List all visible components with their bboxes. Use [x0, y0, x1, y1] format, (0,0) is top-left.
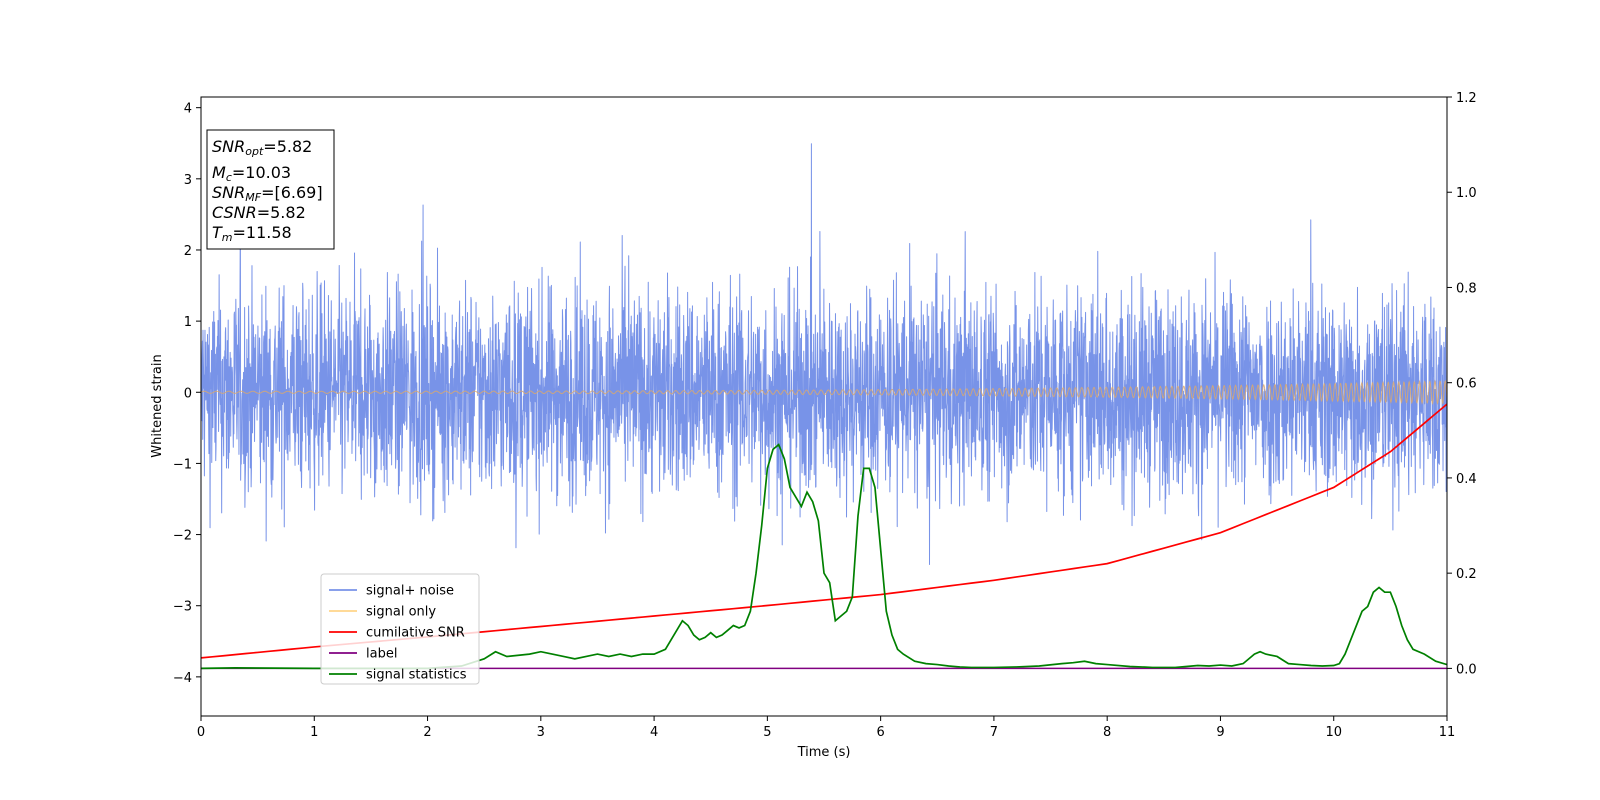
info-box: SNRopt=5.82 Mc=10.03 SNRMF=[6.69] CSNR=5… [206, 129, 335, 250]
x-tick-label: 1 [310, 725, 318, 740]
x-tick-label: 4 [650, 725, 658, 740]
y-right-tick-label: 0.8 [1456, 281, 1477, 296]
y-axis-right: 1.2 1.0 0.8 0.6 0.4 0.2 0.0 [1447, 91, 1477, 677]
y-right-tick-label: 0.6 [1456, 377, 1477, 392]
y-right-tick-label: 0.4 [1456, 472, 1477, 487]
y-right-tick-label: 1.0 [1456, 186, 1477, 201]
y-right-tick-label: 0.0 [1456, 662, 1477, 677]
info-snr-mf: SNRMF=[6.69] [212, 183, 323, 204]
y-left-tick-label: 0 [184, 386, 192, 401]
y-left-tick-label: 2 [184, 244, 192, 259]
x-tick-label: 0 [197, 725, 205, 740]
y-left-tick-label: −1 [173, 457, 192, 472]
y-left-tick-label: −2 [173, 529, 192, 544]
info-box-frame [206, 129, 335, 250]
legend-label: signal statistics [366, 668, 467, 683]
x-axis: 0 1 2 3 4 5 6 7 8 9 10 11 [197, 716, 1455, 740]
y-left-tick-label: 1 [184, 315, 192, 330]
x-tick-label: 7 [990, 725, 998, 740]
y-right-tick-label: 0.2 [1456, 567, 1477, 582]
y-left-tick-label: 4 [184, 102, 192, 117]
y-axis-left: 4 3 2 1 0 −1 −2 −3 −4 [173, 102, 201, 686]
y-left-tick-label: −3 [173, 600, 192, 615]
signal-only-series [201, 379, 1447, 405]
legend: signal+ noise signal only cumilative SNR la… [320, 573, 480, 685]
plot-frame [200, 96, 1448, 717]
legend-label: signal only [366, 605, 436, 620]
y-left-tick-label: −4 [173, 671, 192, 686]
y-left-tick-label: 3 [184, 173, 192, 188]
info-mc: Mc=10.03 [212, 163, 291, 184]
signal-statistics-series [201, 443, 1447, 670]
x-tick-label: 2 [423, 725, 431, 740]
x-tick-label: 6 [876, 725, 884, 740]
x-axis-label: Time (s) [797, 745, 851, 760]
legend-label: label [366, 647, 397, 662]
info-snr-opt: SNRopt=5.82 [212, 137, 312, 158]
x-tick-label: 3 [537, 725, 545, 740]
y-right-tick-label: 1.2 [1456, 91, 1477, 106]
legend-frame [320, 573, 480, 685]
signal-plus-noise-series [201, 143, 1447, 566]
x-tick-label: 8 [1103, 725, 1111, 740]
x-tick-label: 11 [1439, 725, 1456, 740]
y-axis-label: Whitened strain [150, 354, 165, 457]
x-tick-label: 5 [763, 725, 771, 740]
info-csnr: CSNR=5.82 [212, 203, 306, 222]
x-tick-label: 9 [1216, 725, 1224, 740]
legend-label: cumilative SNR [366, 626, 465, 641]
x-tick-label: 10 [1325, 725, 1342, 740]
legend-label: signal+ noise [366, 584, 454, 599]
info-tm: Tm=11.58 [212, 223, 292, 244]
